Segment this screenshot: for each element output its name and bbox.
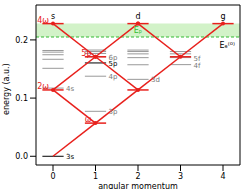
svg-text:energy (a.u.): energy (a.u.) [8,63,11,115]
svg-text:0: 0 [50,172,55,181]
svg-text:2ω: 2ω [37,82,49,91]
svg-text:3s: 3s [66,153,74,161]
svg-text:4p: 4p [109,73,118,81]
svg-text:g: g [220,12,225,21]
svg-text:angular momentum: angular momentum [98,182,178,189]
svg-text:4f: 4f [194,62,201,70]
svg-text:5p: 5p [108,59,118,68]
svg-text:ω: ω [85,115,92,124]
svg-text:0.1: 0.1 [15,94,28,103]
svg-text:s: s [51,12,55,21]
svg-text:3: 3 [178,172,183,181]
svg-text:0.2: 0.2 [15,36,28,45]
svg-text:4s: 4s [66,85,74,93]
svg-text:5f: 5f [194,55,201,63]
svg-text:4ω: 4ω [37,16,49,25]
svg-text:4: 4 [220,172,225,181]
svg-text:6p: 6p [109,54,118,62]
svg-text:0.0: 0.0 [15,152,28,161]
svg-text:1: 1 [93,172,98,181]
svg-text:d: d [135,12,140,21]
svg-text:5p: 5p [81,49,91,58]
svg-text:Eₑ⁽⁰⁾: Eₑ⁽⁰⁾ [219,41,235,50]
svg-text:3d: 3d [151,76,160,84]
svg-text:2: 2 [135,172,140,181]
svg-text:3p: 3p [109,108,118,116]
svg-text:Eₚ: Eₚ [134,26,142,35]
